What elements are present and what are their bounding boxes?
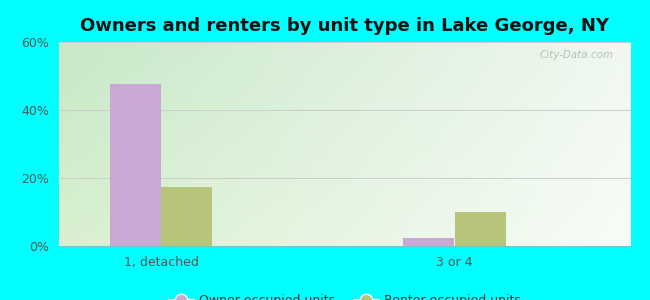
Bar: [454, 212, 506, 246]
Bar: [403, 238, 454, 246]
Bar: [110, 85, 161, 246]
Bar: [161, 187, 213, 246]
Text: City-Data.com: City-Data.com: [540, 50, 614, 60]
Title: Owners and renters by unit type in Lake George, NY: Owners and renters by unit type in Lake …: [80, 17, 609, 35]
Legend: Owner occupied units, Renter occupied units: Owner occupied units, Renter occupied un…: [164, 289, 525, 300]
